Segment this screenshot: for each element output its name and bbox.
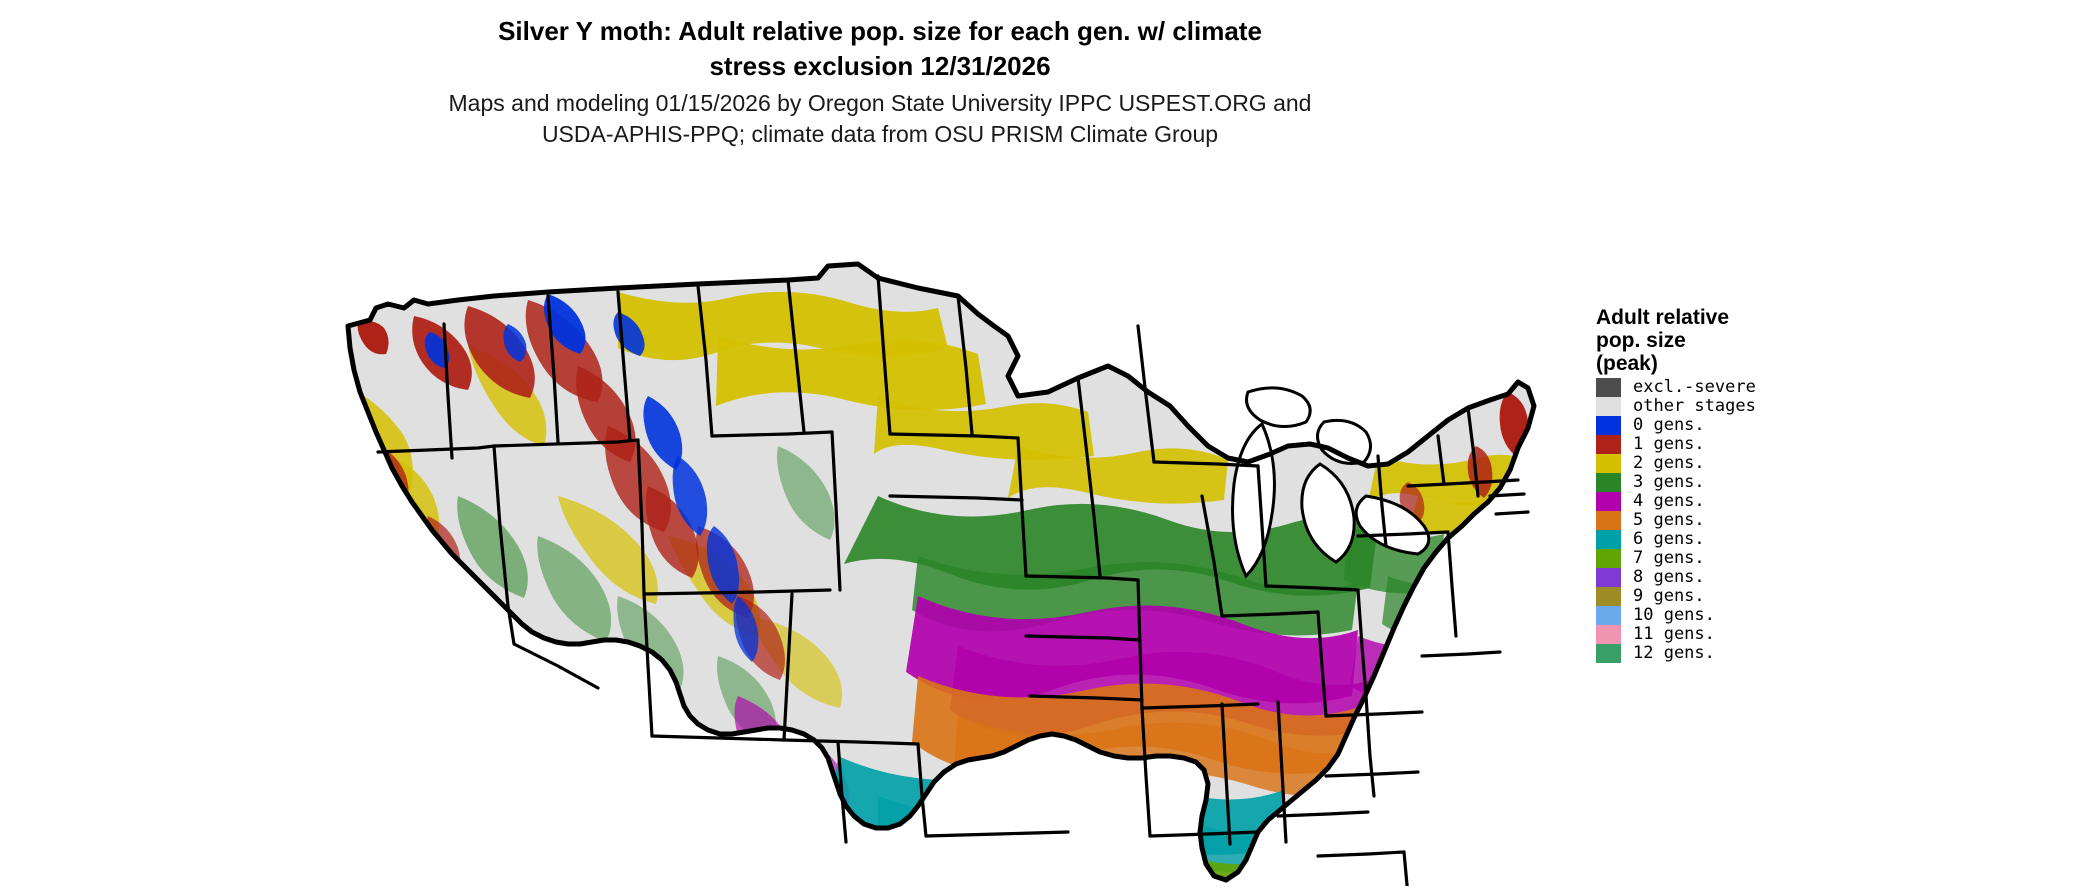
legend-label: excl.-severe xyxy=(1633,377,1756,397)
map-legend: Adult relative pop. size (peak) excl.-se… xyxy=(1596,306,1926,663)
legend-row: 10 gens. xyxy=(1596,606,1926,625)
legend-swatch xyxy=(1596,378,1621,397)
legend-label: 7 gens. xyxy=(1633,548,1705,568)
legend-label: 5 gens. xyxy=(1633,510,1705,530)
legend-swatch xyxy=(1596,511,1621,530)
legend-swatch xyxy=(1596,454,1621,473)
legend-row: 12 gens. xyxy=(1596,644,1926,663)
legend-swatch xyxy=(1596,397,1621,416)
figure-subtitle: Maps and modeling 01/15/2026 by Oregon S… xyxy=(448,90,1312,147)
legend-title: Adult relative pop. size (peak) xyxy=(1596,306,1730,375)
band-0-gens xyxy=(424,294,759,662)
legend-row: 8 gens. xyxy=(1596,568,1926,587)
legend-swatch xyxy=(1596,435,1621,454)
legend-swatch xyxy=(1596,644,1621,663)
legend-swatch xyxy=(1596,606,1621,625)
legend-swatch xyxy=(1596,530,1621,549)
legend-row: excl.-severe xyxy=(1596,378,1926,397)
legend-label: 1 gens. xyxy=(1633,434,1705,454)
state-boundaries xyxy=(376,274,1530,886)
legend-row: 1 gens. xyxy=(1596,435,1926,454)
legend-swatch xyxy=(1596,587,1621,606)
legend-label: 2 gens. xyxy=(1633,453,1705,473)
legend-row: 5 gens. xyxy=(1596,511,1926,530)
us-map-svg xyxy=(318,196,1588,886)
legend-swatch xyxy=(1596,492,1621,511)
legend-row: 11 gens. xyxy=(1596,625,1926,644)
legend-label: other stages xyxy=(1633,396,1756,416)
legend-row: 3 gens. xyxy=(1596,473,1926,492)
legend-row: 9 gens. xyxy=(1596,587,1926,606)
legend-row: 7 gens. xyxy=(1596,549,1926,568)
legend-label: 0 gens. xyxy=(1633,415,1705,435)
legend-swatch xyxy=(1596,473,1621,492)
legend-label: 6 gens. xyxy=(1633,529,1705,549)
legend-row: other stages xyxy=(1596,397,1926,416)
legend-label: 11 gens. xyxy=(1633,624,1715,644)
legend-label: 3 gens. xyxy=(1633,472,1705,492)
legend-row: 2 gens. xyxy=(1596,454,1926,473)
legend-swatch xyxy=(1596,416,1621,435)
legend-label: 4 gens. xyxy=(1633,491,1705,511)
legend-swatch xyxy=(1596,549,1621,568)
legend-entries: excl.-severe other stages 0 gens. 1 gens. 2 … xyxy=(1596,378,1926,663)
legend-swatch xyxy=(1596,625,1621,644)
legend-label: 12 gens. xyxy=(1633,643,1715,663)
legend-label: 9 gens. xyxy=(1633,586,1705,606)
legend-row: 0 gens. xyxy=(1596,416,1926,435)
legend-row: 4 gens. xyxy=(1596,492,1926,511)
legend-row: 6 gens. xyxy=(1596,530,1926,549)
legend-label: 10 gens. xyxy=(1633,605,1715,625)
legend-label: 8 gens. xyxy=(1633,567,1705,587)
figure-title: Silver Y moth: Adult relative pop. size … xyxy=(498,16,1262,81)
us-map xyxy=(318,196,1588,886)
legend-swatch xyxy=(1596,568,1621,587)
